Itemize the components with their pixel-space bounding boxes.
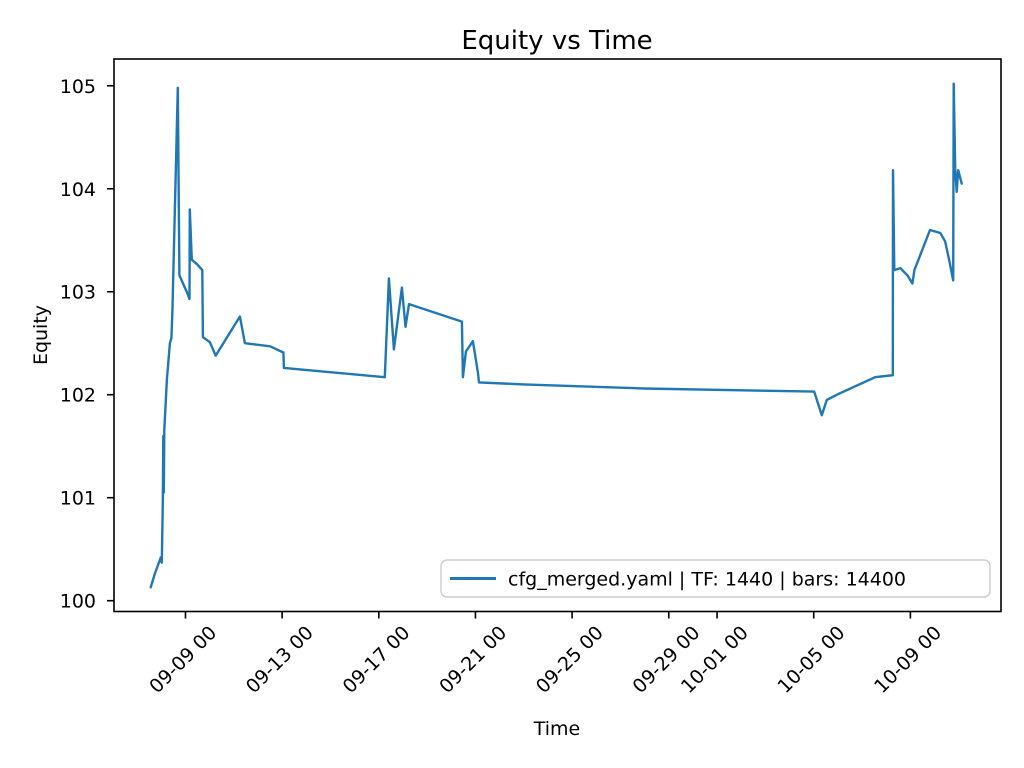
legend-label: cfg_merged.yaml | TF: 1440 | bars: 14400 [508,569,906,591]
x-tick-label: 09-13 00 [242,622,318,698]
x-tick-label: 09-21 00 [435,622,511,698]
equity-line-series [149,82,963,589]
axes-spines [113,58,1002,613]
x-tick-label: 09-25 00 [532,622,608,698]
plot-area: 100 101 102 103 104 105 09-09 00 09-13 00 09-17 … [60,58,1002,698]
x-tick-label: 09-09 00 [145,622,221,698]
legend: cfg_merged.yaml | TF: 1440 | bars: 14400 [440,559,991,598]
y-tick-label: 104 [60,179,96,201]
y-tick-label: 105 [60,76,96,98]
y-axis-label: Equity [30,305,52,365]
legend-box [440,559,991,598]
y-tick-label: 103 [60,282,96,304]
y-tick-label: 102 [60,385,96,407]
x-tick-label: 10-05 00 [774,622,850,698]
x-axis-label: Time [533,718,581,740]
y-tick-label: 101 [60,488,96,510]
chart-title: Equity vs Time [461,26,652,56]
y-tick-label: 100 [60,591,96,613]
x-tick-label: 10-09 00 [870,622,946,698]
x-tick-label: 09-17 00 [339,622,415,698]
